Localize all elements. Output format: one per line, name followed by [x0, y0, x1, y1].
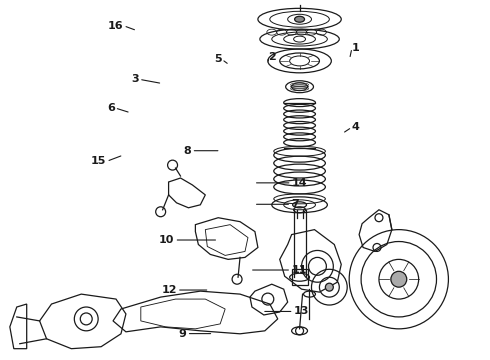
Text: 16: 16 [108, 21, 123, 31]
Text: 8: 8 [184, 146, 192, 156]
Text: 13: 13 [294, 306, 309, 316]
Ellipse shape [292, 83, 308, 91]
Text: 3: 3 [131, 74, 139, 84]
Text: 15: 15 [91, 157, 106, 166]
Circle shape [391, 271, 407, 287]
Text: 1: 1 [352, 43, 360, 53]
Text: 9: 9 [179, 329, 187, 339]
Text: 12: 12 [161, 285, 177, 295]
Text: 10: 10 [159, 235, 174, 245]
Text: 4: 4 [352, 122, 360, 132]
Text: 14: 14 [292, 178, 307, 188]
Text: 6: 6 [107, 103, 115, 113]
Circle shape [325, 283, 333, 291]
Text: 2: 2 [269, 52, 276, 62]
Text: 11: 11 [291, 265, 307, 275]
Text: 5: 5 [214, 54, 221, 64]
Text: 7: 7 [291, 199, 299, 209]
Ellipse shape [294, 16, 305, 22]
Bar [292, 269, 308, 285]
